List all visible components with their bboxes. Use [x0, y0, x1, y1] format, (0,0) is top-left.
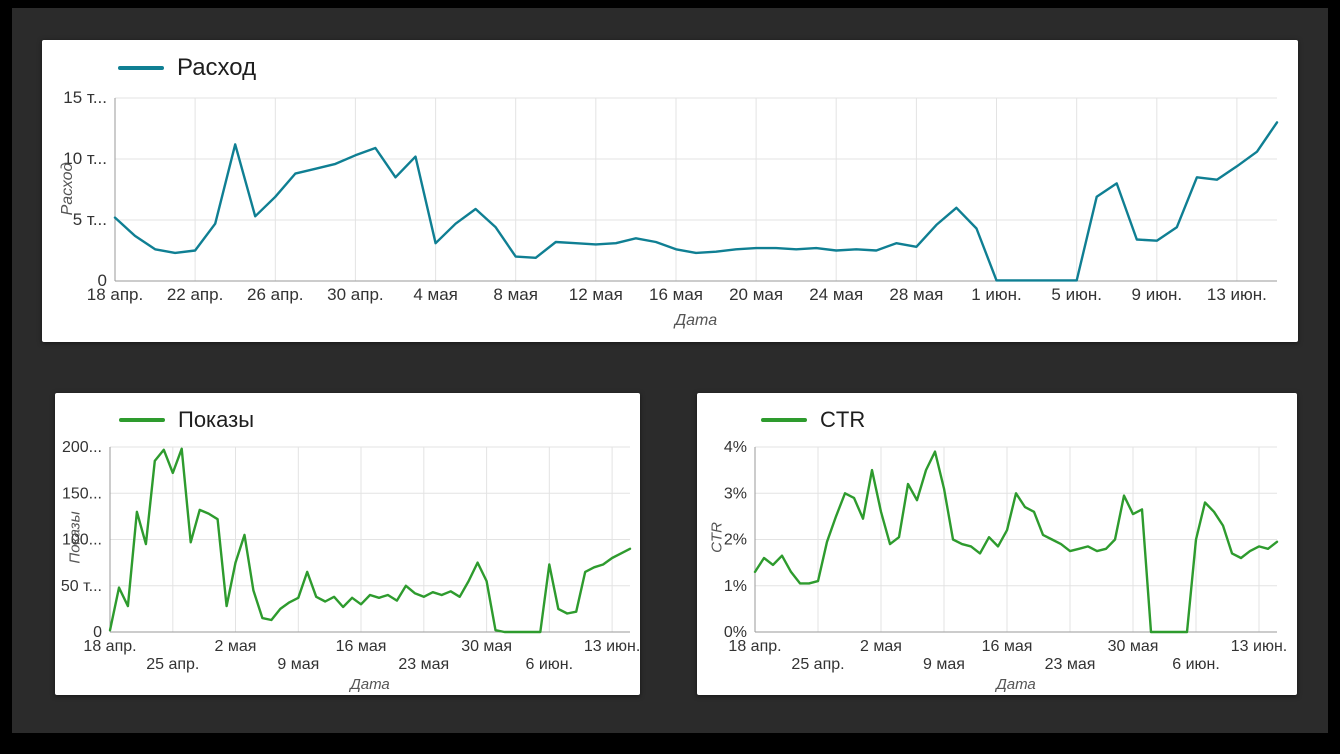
- legend-label: Расход: [177, 54, 257, 81]
- x-tick-label: 6 июн.: [526, 656, 574, 673]
- x-tick-label: 24 мая: [809, 285, 863, 304]
- x-tick-label: 16 мая: [336, 638, 387, 655]
- x-tick-label: 30 мая: [1108, 638, 1159, 655]
- x-tick-label: 9 мая: [277, 656, 319, 673]
- y-axis-title: Показы: [66, 511, 84, 564]
- y-tick-label: 15 т...: [63, 88, 107, 107]
- x-tick-label: 4 мая: [413, 285, 458, 304]
- x-tick-label: 23 мая: [1045, 656, 1096, 673]
- y-tick-label: 5 т...: [73, 210, 107, 229]
- y-tick-label: 100...: [62, 532, 102, 549]
- y-tick-label: 3%: [724, 485, 747, 502]
- x-tick-label: 22 апр.: [167, 285, 223, 304]
- y-tick-label: 50 т...: [61, 578, 102, 595]
- x-tick-label: 30 мая: [461, 638, 512, 655]
- ctr-chart-card: CTR CTR 0% 1% 2% 3% 4% 18 апр. 25 апр. 2 мая 9 м…: [697, 393, 1297, 695]
- impressions-legend[interactable]: Показы: [119, 409, 254, 431]
- series-line: [113, 121, 1279, 282]
- x-tick-label: 30 апр.: [327, 285, 383, 304]
- x-tick-label: 20 мая: [729, 285, 783, 304]
- x-axis-title: Дата: [996, 676, 1036, 693]
- y-tick-label: 200...: [62, 439, 102, 456]
- x-tick-label: 1 июн.: [971, 285, 1022, 304]
- ctr-chart-svg: 0% 1% 2% 3% 4% 18 апр. 25 апр. 2 мая 9 мая 16 мая…: [724, 439, 1287, 673]
- series-line: [753, 450, 1279, 634]
- x-tick-label: 13 июн.: [584, 638, 640, 655]
- impressions-chart-card: Показы Показы 0 50 т... 100... 150... 200...…: [55, 393, 640, 695]
- spend-legend[interactable]: Расход: [118, 56, 256, 80]
- legend-line-swatch: [119, 418, 165, 422]
- x-tick-label: 16 мая: [649, 285, 703, 304]
- x-tick-label: 23 мая: [398, 656, 449, 673]
- y-tick-label: 0: [93, 624, 102, 641]
- x-tick-label: 2 мая: [215, 638, 257, 655]
- dashboard-background: Расход Расход 0 5 т... 10 т... 15 т... 18 ап…: [12, 8, 1328, 733]
- impressions-chart-svg: 0 50 т... 100... 150... 200... 18 апр. 25 апр.…: [61, 439, 640, 673]
- x-tick-label: 26 апр.: [247, 285, 303, 304]
- series-line: [108, 447, 632, 634]
- x-tick-label: 18 апр.: [87, 285, 143, 304]
- y-tick-label: 1%: [724, 578, 747, 595]
- x-tick-label: 9 мая: [923, 656, 965, 673]
- x-tick-label: 5 июн.: [1051, 285, 1102, 304]
- x-axis-title: Дата: [674, 312, 718, 329]
- y-tick-label: 0: [98, 271, 107, 290]
- x-tick-label: 6 июн.: [1172, 656, 1220, 673]
- x-tick-label: 13 июн.: [1207, 285, 1267, 304]
- y-tick-label: 4%: [724, 439, 747, 456]
- x-tick-label: 13 июн.: [1231, 638, 1287, 655]
- y-axis-title: CTR: [708, 522, 726, 553]
- x-tick-label: 2 мая: [860, 638, 902, 655]
- x-tick-label: 18 апр.: [83, 638, 136, 655]
- legend-label: Показы: [178, 407, 255, 432]
- x-tick-label: 25 апр.: [146, 656, 199, 673]
- x-tick-label: 28 мая: [889, 285, 943, 304]
- x-tick-label: 25 апр.: [791, 656, 844, 673]
- x-axis-title: Дата: [350, 676, 390, 693]
- x-tick-label: 8 мая: [493, 285, 538, 304]
- x-tick-label: 18 апр.: [728, 638, 781, 655]
- x-tick-label: 9 июн.: [1132, 285, 1183, 304]
- legend-label: CTR: [820, 407, 866, 432]
- spend-chart-svg: 0 5 т... 10 т... 15 т... 18 апр. 22 апр. 26 ап…: [63, 88, 1279, 304]
- x-tick-label: 12 мая: [569, 285, 623, 304]
- spend-chart-card: Расход Расход 0 5 т... 10 т... 15 т... 18 ап…: [42, 40, 1298, 342]
- x-tick-label: 16 мая: [982, 638, 1033, 655]
- y-axis-title: Расход: [59, 162, 76, 216]
- y-tick-label: 10 т...: [63, 149, 107, 168]
- y-tick-label: 2%: [724, 532, 747, 549]
- legend-line-swatch: [761, 418, 807, 422]
- ctr-legend[interactable]: CTR: [761, 409, 865, 431]
- y-tick-label: 150...: [62, 485, 102, 502]
- y-tick-label: 0%: [724, 624, 747, 641]
- legend-line-swatch: [118, 66, 164, 70]
